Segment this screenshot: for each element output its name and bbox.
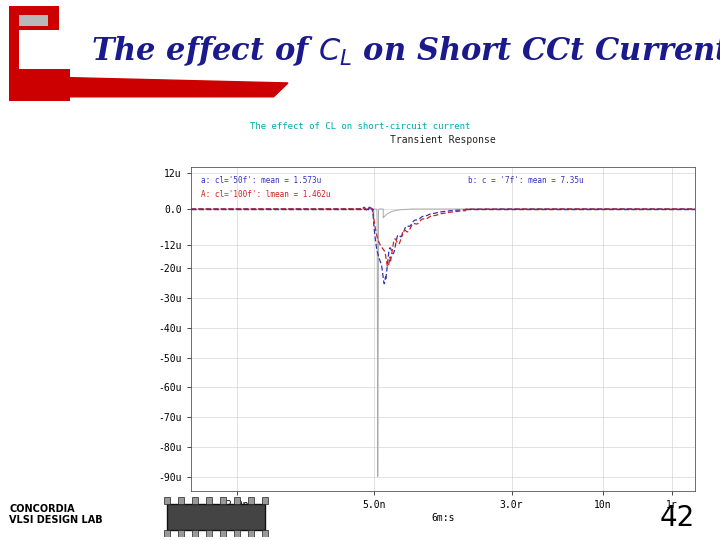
Bar xyxy=(9,69,70,101)
Bar xyxy=(234,530,240,537)
Bar xyxy=(248,530,254,537)
Bar xyxy=(163,497,170,504)
Bar xyxy=(220,497,226,504)
Bar xyxy=(234,497,240,504)
Bar xyxy=(262,530,269,537)
Bar xyxy=(206,530,212,537)
X-axis label: 6m:s: 6m:s xyxy=(431,513,454,523)
Text: a: cl='50f': mean = 1.573u: a: cl='50f': mean = 1.573u xyxy=(201,176,321,185)
Text: Transient Response: Transient Response xyxy=(390,135,495,145)
Text: 42: 42 xyxy=(660,504,694,532)
Bar xyxy=(19,15,48,25)
Bar xyxy=(178,530,184,537)
Text: The effect of CL on short-circuit current: The effect of CL on short-circuit curren… xyxy=(250,123,470,131)
Bar xyxy=(167,504,265,530)
Bar xyxy=(262,497,269,504)
Bar xyxy=(163,530,170,537)
Bar xyxy=(192,530,198,537)
Text: A: cl='100f': lmean = 1.462u: A: cl='100f': lmean = 1.462u xyxy=(201,190,330,199)
Text: CONCORDIA
VLSI DESIGN LAB: CONCORDIA VLSI DESIGN LAB xyxy=(9,503,103,525)
Bar xyxy=(178,497,184,504)
Bar xyxy=(220,530,226,537)
Text: The effect of $C_L$ on Short CCt Current: The effect of $C_L$ on Short CCt Current xyxy=(91,35,720,68)
Bar xyxy=(9,11,19,101)
Bar xyxy=(206,497,212,504)
Text: b: c = '7f': mean = 7.35u: b: c = '7f': mean = 7.35u xyxy=(468,176,584,185)
Bar xyxy=(248,497,254,504)
Polygon shape xyxy=(70,78,288,97)
Bar xyxy=(9,6,59,30)
Bar xyxy=(192,497,198,504)
